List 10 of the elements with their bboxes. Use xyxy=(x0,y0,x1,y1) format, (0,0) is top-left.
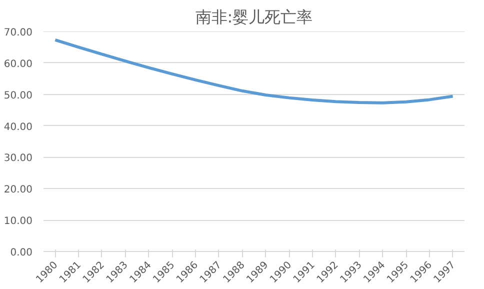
y-tick-label: 0.00 xyxy=(10,248,32,258)
y-tick-label: 20.00 xyxy=(4,184,33,196)
y-tick-label: 50.00 xyxy=(4,90,33,102)
y-tick-label: 60.00 xyxy=(4,58,33,70)
chart-title: 南非:婴儿死亡率 xyxy=(195,8,313,26)
line-series xyxy=(54,38,454,104)
y-tick-label: 70.00 xyxy=(4,28,33,38)
y-tick-label: 30.00 xyxy=(4,153,33,164)
y-tick-label: 10.00 xyxy=(4,216,33,228)
y-tick-label: 40.00 xyxy=(4,122,33,133)
